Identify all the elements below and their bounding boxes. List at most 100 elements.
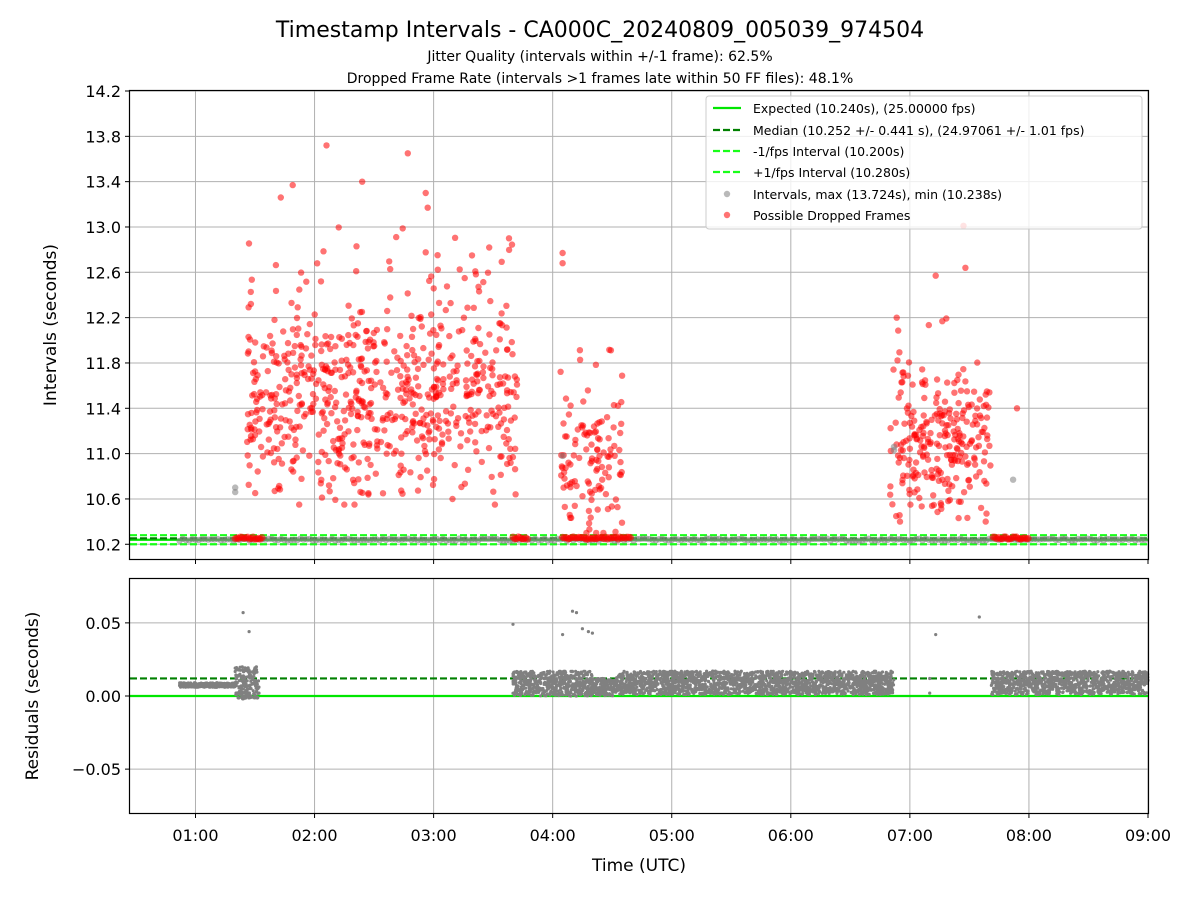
dropped-frame-point (947, 452, 953, 458)
dropped-frame-point (572, 503, 578, 509)
residual-point (774, 685, 777, 688)
dropped-frame-point (330, 475, 336, 481)
dropped-frame-point (955, 426, 961, 432)
residual-point (555, 687, 558, 690)
residual-point (539, 688, 542, 691)
dropped-frame-point (477, 387, 483, 393)
residual-point (532, 685, 535, 688)
residual-point (609, 679, 612, 682)
residual-point (522, 684, 525, 687)
residual-point (808, 688, 811, 691)
residual-point (602, 682, 605, 685)
dropped-frame-point (901, 421, 907, 427)
dropped-frame-point (356, 459, 362, 465)
dropped-frame-point (977, 396, 983, 402)
residual-point (764, 687, 767, 690)
dropped-frame-point (306, 453, 312, 459)
residual-point (624, 683, 627, 686)
residual-point (686, 678, 689, 681)
residual-point (827, 687, 830, 690)
residual-point (242, 669, 245, 672)
dropped-frame-point (899, 379, 905, 385)
residual-point (822, 687, 825, 690)
residual-point (749, 680, 752, 683)
dropped-frame-point (619, 520, 625, 526)
dropped-frame-point (279, 460, 285, 466)
residual-point (656, 693, 659, 696)
residual-point (712, 673, 715, 676)
dropped-frame-point (617, 459, 623, 465)
dropped-frame-point (563, 395, 569, 401)
residual-point (678, 685, 681, 688)
dropped-frame-point (509, 241, 515, 247)
residual-point (680, 690, 683, 693)
residual-point (687, 693, 690, 696)
dropped-frame-point (424, 467, 430, 473)
residual-point (622, 672, 625, 675)
dropped-frame-point (381, 339, 387, 345)
residual-point (821, 670, 824, 673)
dropped-frame-point (398, 451, 404, 457)
dropped-frame-point (268, 450, 274, 456)
residual-point (753, 686, 756, 689)
residual-point (822, 681, 825, 684)
dropped-frame-point (307, 405, 313, 411)
residual-point (631, 685, 634, 688)
residual-point (252, 692, 255, 695)
dropped-frame-point (889, 501, 895, 507)
dropped-frame-point (415, 383, 421, 389)
residual-point (717, 674, 720, 677)
residual-point (617, 686, 620, 689)
dropped-frame-point (292, 343, 298, 349)
dropped-frame-point (272, 488, 278, 494)
dropped-frame-point (298, 476, 304, 482)
dropped-frame-point (400, 225, 406, 231)
dropped-frame-point (423, 249, 429, 255)
residual-point (770, 688, 773, 691)
residual-point (716, 671, 719, 674)
dropped-frame-point (961, 489, 967, 495)
dropped-frame-point (373, 471, 379, 477)
dropped-frame-point (294, 380, 300, 386)
residual-point (227, 684, 230, 687)
residual-point (538, 678, 541, 681)
dropped-frame-point (269, 350, 275, 356)
dropped-frame-point (332, 497, 338, 503)
residual-point (737, 675, 740, 678)
residual-point (762, 678, 765, 681)
residual-point (625, 680, 628, 683)
dropped-frame-point (384, 442, 390, 448)
dropped-frame-point (413, 375, 419, 381)
dropped-frame-point (308, 352, 314, 358)
dropped-frame-point (495, 404, 501, 410)
dropped-frame-point (498, 310, 504, 316)
residual-point (542, 689, 545, 692)
dropped-frame-point (1025, 535, 1032, 542)
residual-point (766, 670, 769, 673)
dropped-frame-point (917, 437, 923, 443)
dropped-frame-point (430, 417, 436, 423)
dropped-frame-point (512, 414, 518, 420)
dropped-frame-point (480, 375, 486, 381)
residual-point (805, 691, 808, 694)
dropped-frame-point (455, 415, 461, 421)
dropped-frame-point (921, 412, 927, 418)
residual-point (849, 673, 852, 676)
residual-point (626, 671, 629, 674)
dropped-frame-point (282, 376, 288, 382)
dropped-frame-point (339, 445, 345, 451)
dropped-frame-point (278, 194, 284, 200)
dropped-frame-point (394, 367, 400, 373)
dropped-frame-point (328, 370, 334, 376)
dropped-frame-point (366, 410, 372, 416)
dropped-frame-point (509, 339, 515, 345)
residual-point (889, 674, 892, 677)
dropped-frame-point (920, 430, 926, 436)
dropped-frame-point (410, 326, 416, 332)
residual-point (601, 677, 604, 680)
chart-subtitle-dropped: Dropped Frame Rate (intervals >1 frames … (347, 71, 854, 87)
dropped-frame-point (353, 388, 359, 394)
dropped-frame-point (464, 305, 470, 311)
dropped-frame-point (899, 477, 905, 483)
dropped-frame-point (452, 462, 458, 468)
